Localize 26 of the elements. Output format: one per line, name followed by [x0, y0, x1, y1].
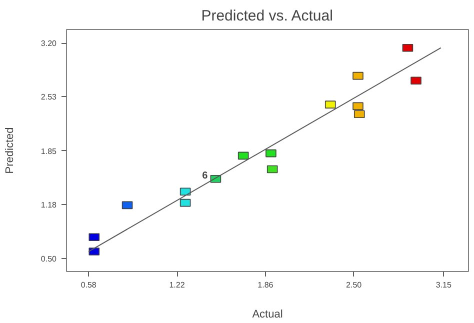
point	[180, 188, 191, 196]
point	[266, 149, 276, 158]
point	[88, 233, 100, 242]
point	[354, 110, 365, 118]
y-tick-label: 1.18	[40, 200, 58, 210]
annotation: 6	[202, 170, 208, 182]
point	[352, 102, 364, 110]
y-tick-label: 0.50	[40, 254, 58, 264]
x-axis-title: Actual	[252, 308, 283, 320]
point	[402, 44, 414, 52]
y-tick-label: 1.85	[40, 146, 58, 156]
point	[238, 152, 249, 160]
point	[410, 76, 422, 85]
x-tick-label: 1.22	[169, 280, 186, 290]
x-tick-label: 1.86	[258, 280, 274, 290]
chart-title: Predicted vs. Actual	[201, 8, 333, 24]
y-axis-title: Predicted	[4, 127, 16, 174]
y-tick-label: 3.20	[40, 39, 58, 48]
point	[122, 201, 133, 210]
y-tick-label: 2.53	[40, 92, 58, 102]
point	[266, 165, 278, 174]
x-tick-label: 3.15	[436, 280, 452, 290]
point	[352, 72, 364, 80]
x-tick-label: 2.50	[346, 280, 362, 290]
point	[180, 198, 191, 207]
x-tick-label: 0.58	[80, 280, 97, 290]
